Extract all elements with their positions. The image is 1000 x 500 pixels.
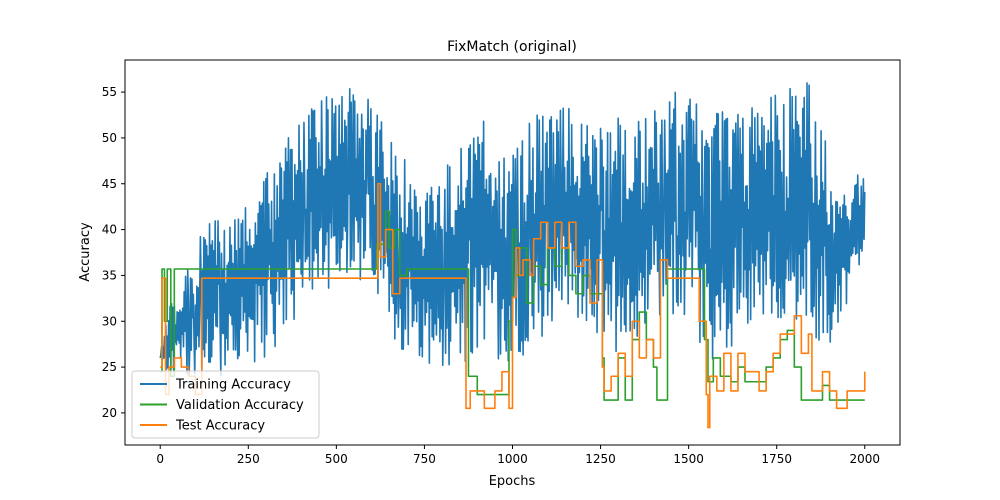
series-layer — [159, 82, 866, 429]
y-axis: 20 25 30 35 40 45 50 55 — [102, 85, 125, 420]
y-tick-label: 45 — [102, 177, 117, 191]
x-axis: 0 250 500 750 1000 1250 1500 1750 2000 — [156, 445, 880, 466]
x-tick-label: 1000 — [497, 452, 528, 466]
x-tick-label: 500 — [325, 452, 348, 466]
chart-title: FixMatch (original) — [447, 39, 577, 55]
x-tick-label: 1750 — [761, 452, 792, 466]
x-tick-label: 750 — [413, 452, 436, 466]
y-tick-label: 35 — [102, 268, 117, 282]
x-tick-label: 1250 — [585, 452, 616, 466]
plot-area — [124, 59, 901, 446]
series-line-test-accuracy — [160, 182, 866, 429]
x-tick-label: 250 — [237, 452, 260, 466]
y-tick-label: 30 — [102, 314, 117, 328]
y-tick-label: 50 — [102, 131, 117, 145]
y-tick-label: 40 — [102, 223, 117, 237]
legend-label: Validation Accuracy — [176, 398, 304, 413]
y-tick-label: 20 — [102, 406, 117, 420]
legend-label: Test Accuracy — [175, 419, 265, 434]
x-tick-label: 2000 — [849, 452, 880, 466]
x-tick-label: 1500 — [673, 452, 704, 466]
legend-box — [131, 370, 320, 439]
y-axis-label: Accuracy — [78, 222, 93, 282]
x-axis-label: Epochs — [489, 474, 536, 489]
legend-label: Training Accuracy — [175, 378, 291, 393]
x-tick-label: 0 — [156, 452, 164, 466]
legend: Training Accuracy Validation Accuracy Test… — [131, 370, 320, 439]
y-tick-label: 25 — [102, 360, 117, 374]
y-tick-label: 55 — [102, 85, 117, 99]
